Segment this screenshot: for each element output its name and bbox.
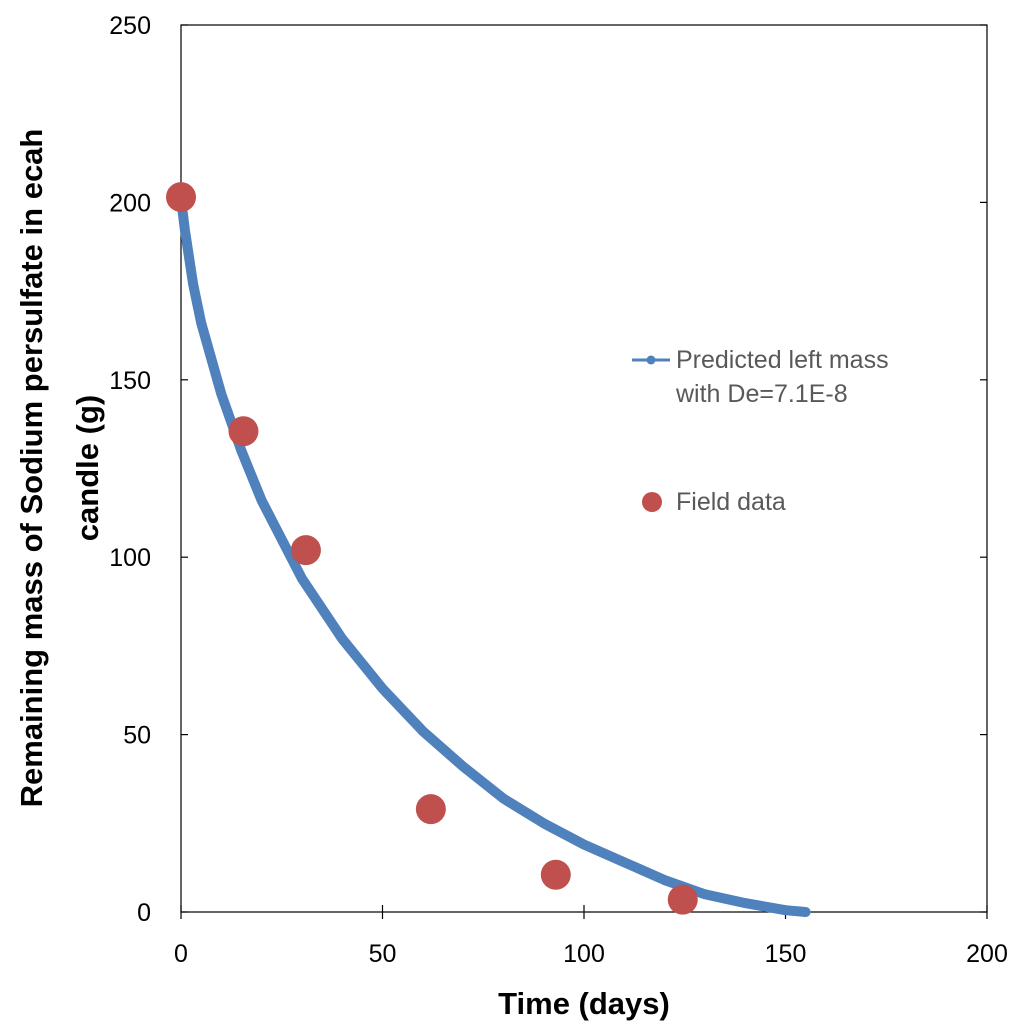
x-tick-label: 150 xyxy=(765,940,807,968)
plot-area xyxy=(180,24,988,913)
legend-label-predicted-line-1: Predicted left mass xyxy=(676,346,889,374)
y-tick-label: 150 xyxy=(109,367,151,395)
x-axis-ticks: 0 50 100 150 200 xyxy=(174,905,1008,968)
field-data-point xyxy=(540,859,571,890)
x-tick-label: 200 xyxy=(966,940,1008,968)
legend: Predicted left mass with De=7.1E-8 Field… xyxy=(632,346,889,516)
field-data-point xyxy=(290,535,321,566)
x-axis-title: Time (days) xyxy=(498,986,670,1021)
y-axis-title-line-1: Remaining mass of Sodium persulfate in e… xyxy=(14,129,49,808)
y-tick-label: 50 xyxy=(123,722,151,750)
legend-label-field-data: Field data xyxy=(676,488,786,516)
x-tick-label: 100 xyxy=(563,940,605,968)
y-axis-title: Remaining mass of Sodium persulfate in e… xyxy=(14,129,105,808)
y-tick-label: 0 xyxy=(137,899,151,927)
x-tick-label: 0 xyxy=(174,940,188,968)
y-tick-label: 250 xyxy=(109,12,151,40)
y-tick-label: 200 xyxy=(109,189,151,217)
field-data-point xyxy=(667,884,698,915)
x-tick-label: 50 xyxy=(369,940,397,968)
field-data-point xyxy=(415,794,446,825)
field-data-point xyxy=(228,416,259,447)
legend-line-marker xyxy=(646,355,656,365)
y-axis-title-line-2: candle (g) xyxy=(70,395,105,541)
legend-item-predicted: Predicted left mass with De=7.1E-8 xyxy=(632,346,889,408)
legend-item-field-data: Field data xyxy=(642,488,786,516)
y-tick-label: 100 xyxy=(109,544,151,572)
field-data-point xyxy=(166,182,196,213)
series-layer xyxy=(166,182,811,917)
y-axis-ticks: 0 50 100 150 200 250 xyxy=(109,12,987,927)
legend-label-predicted-line-2: with De=7.1E-8 xyxy=(675,380,848,408)
legend-point-swatch xyxy=(642,492,662,512)
